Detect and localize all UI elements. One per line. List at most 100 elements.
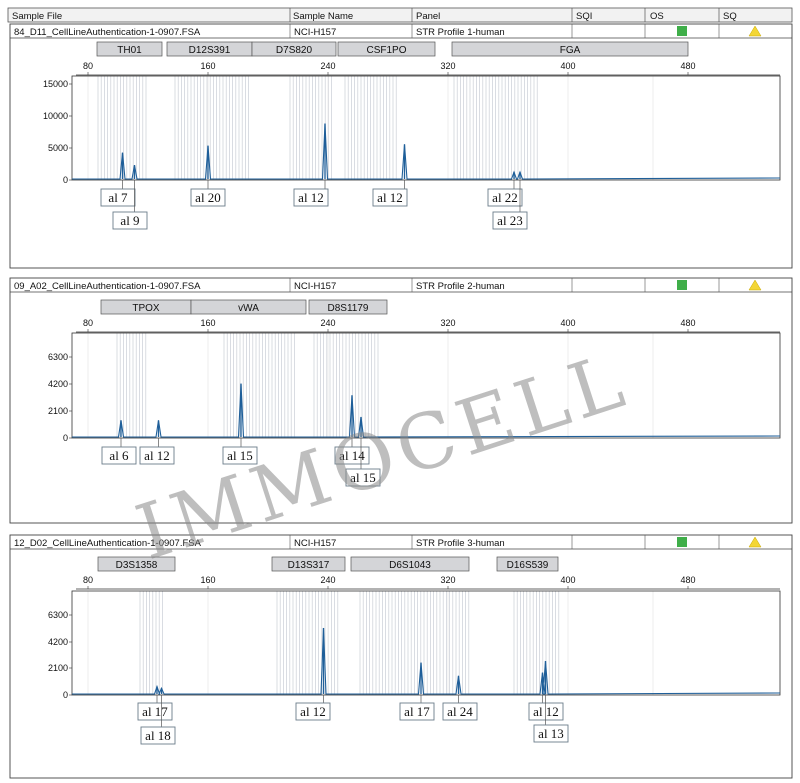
allele-call-label: al 17	[142, 704, 168, 719]
col-sample-name: Sample Name	[293, 11, 353, 22]
locus-box	[97, 556, 176, 572]
x-tick-label: 160	[200, 61, 215, 71]
chart-panel-1: 84_D11_CellLineAuthentication-1-0907.FSA…	[9, 23, 793, 269]
sample-name: NCI-H157	[294, 27, 336, 38]
plot-area	[71, 332, 781, 439]
allele-call-box	[140, 726, 176, 745]
sq-warning-icon	[748, 536, 762, 548]
sample-file: 84_D11_CellLineAuthentication-1-0907.FSA	[14, 27, 201, 38]
col-panel: Panel	[416, 11, 440, 22]
plot-area	[71, 590, 781, 696]
locus-label: TH01	[117, 45, 142, 56]
electropherogram-trace	[72, 123, 781, 180]
locus-box	[350, 556, 470, 572]
locus-box	[308, 299, 388, 315]
panel-frame	[9, 277, 793, 524]
locus-label: FGA	[560, 45, 581, 56]
allele-call-label: al 18	[145, 728, 171, 743]
x-tick-label: 480	[680, 61, 695, 71]
allele-call-box	[137, 702, 173, 721]
allele-call-label: al 17	[404, 704, 430, 719]
y-tick-label: 15000	[43, 79, 68, 89]
sample-file: 12_D02_CellLineAuthentication-1-0907.FSA	[14, 538, 202, 549]
allele-call-label: al 23	[497, 213, 523, 228]
y-tick-label: 10000	[43, 111, 68, 121]
x-tick-label: 240	[320, 61, 335, 71]
locus-box	[96, 41, 163, 57]
allele-call-box	[190, 188, 226, 207]
allele-call-box	[334, 446, 370, 465]
allele-call-label: al 14	[339, 448, 365, 463]
x-tick-label: 400	[560, 318, 575, 328]
col-sq: SQ	[723, 11, 737, 22]
os-status-ok-icon	[677, 26, 687, 36]
report-header: Sample File Sample Name Panel SQI OS SQ	[7, 7, 793, 23]
allele-call-box	[295, 702, 331, 721]
allele-call-box	[399, 702, 435, 721]
y-tick-label: 4200	[48, 637, 68, 647]
allele-call-box	[293, 188, 329, 207]
allele-call-label: al 12	[298, 190, 324, 205]
allele-call-box	[533, 724, 569, 743]
locus-box	[337, 41, 436, 57]
x-tick-label: 160	[200, 575, 215, 585]
allele-call-label: al 12	[144, 448, 170, 463]
y-tick-label: 4200	[48, 379, 68, 389]
allele-call-box	[100, 188, 136, 207]
allele-call-label: al 9	[120, 213, 139, 228]
allele-call-box	[528, 702, 564, 721]
os-status-ok-icon	[677, 537, 687, 547]
allele-call-box	[487, 188, 523, 207]
sample-file: 09_A02_CellLineAuthentication-1-0907.FSA	[14, 281, 201, 292]
x-tick-label: 400	[560, 61, 575, 71]
plot-area	[71, 75, 781, 181]
x-tick-label: 320	[440, 575, 455, 585]
col-sqi: SQI	[576, 11, 592, 22]
y-tick-label: 0	[63, 690, 68, 700]
locus-label: D7S820	[276, 45, 313, 56]
chart-panel-2: 09_A02_CellLineAuthentication-1-0907.FSA…	[9, 277, 793, 524]
locus-label: vWA	[238, 303, 259, 314]
y-tick-label: 0	[63, 175, 68, 185]
allele-call-label: al 20	[195, 190, 221, 205]
locus-box	[251, 41, 337, 57]
y-tick-label: 0	[63, 433, 68, 443]
x-tick-label: 80	[83, 61, 93, 71]
sq-warning-icon	[748, 25, 762, 37]
allele-call-box	[222, 446, 258, 465]
os-status-ok-icon	[677, 280, 687, 290]
allele-call-label: al 24	[447, 704, 473, 719]
allele-call-label: al 12	[300, 704, 326, 719]
allele-call-box	[112, 211, 148, 230]
panel-name: STR Profile 1-human	[416, 27, 505, 38]
col-sample-file: Sample File	[12, 11, 62, 22]
locus-box	[451, 41, 689, 57]
locus-label: D6S1043	[389, 560, 431, 571]
allele-call-label: al 13	[538, 726, 564, 741]
y-tick-label: 2100	[48, 663, 68, 673]
locus-label: TPOX	[132, 303, 160, 314]
allele-call-box	[345, 468, 381, 487]
panels-layer: 84_D11_CellLineAuthentication-1-0907.FSA…	[9, 23, 793, 779]
col-os: OS	[650, 11, 664, 22]
locus-box	[190, 299, 307, 315]
y-tick-label: 2100	[48, 406, 68, 416]
sample-name: NCI-H157	[294, 281, 336, 292]
allele-call-box	[101, 446, 137, 465]
x-tick-label: 240	[320, 318, 335, 328]
y-tick-label: 5000	[48, 143, 68, 153]
y-tick-label: 6300	[48, 352, 68, 362]
panel-frame	[9, 534, 793, 779]
panel-name: STR Profile 3-human	[416, 538, 505, 549]
sq-warning-icon	[748, 279, 762, 291]
panel-name: STR Profile 2-human	[416, 281, 505, 292]
locus-label: D16S539	[507, 560, 549, 571]
x-tick-label: 80	[83, 318, 93, 328]
allele-call-box	[372, 188, 408, 207]
allele-call-label: al 22	[492, 190, 518, 205]
sample-name: NCI-H157	[294, 538, 336, 549]
locus-label: CSF1PO	[366, 45, 406, 56]
x-tick-label: 320	[440, 61, 455, 71]
x-tick-label: 240	[320, 575, 335, 585]
